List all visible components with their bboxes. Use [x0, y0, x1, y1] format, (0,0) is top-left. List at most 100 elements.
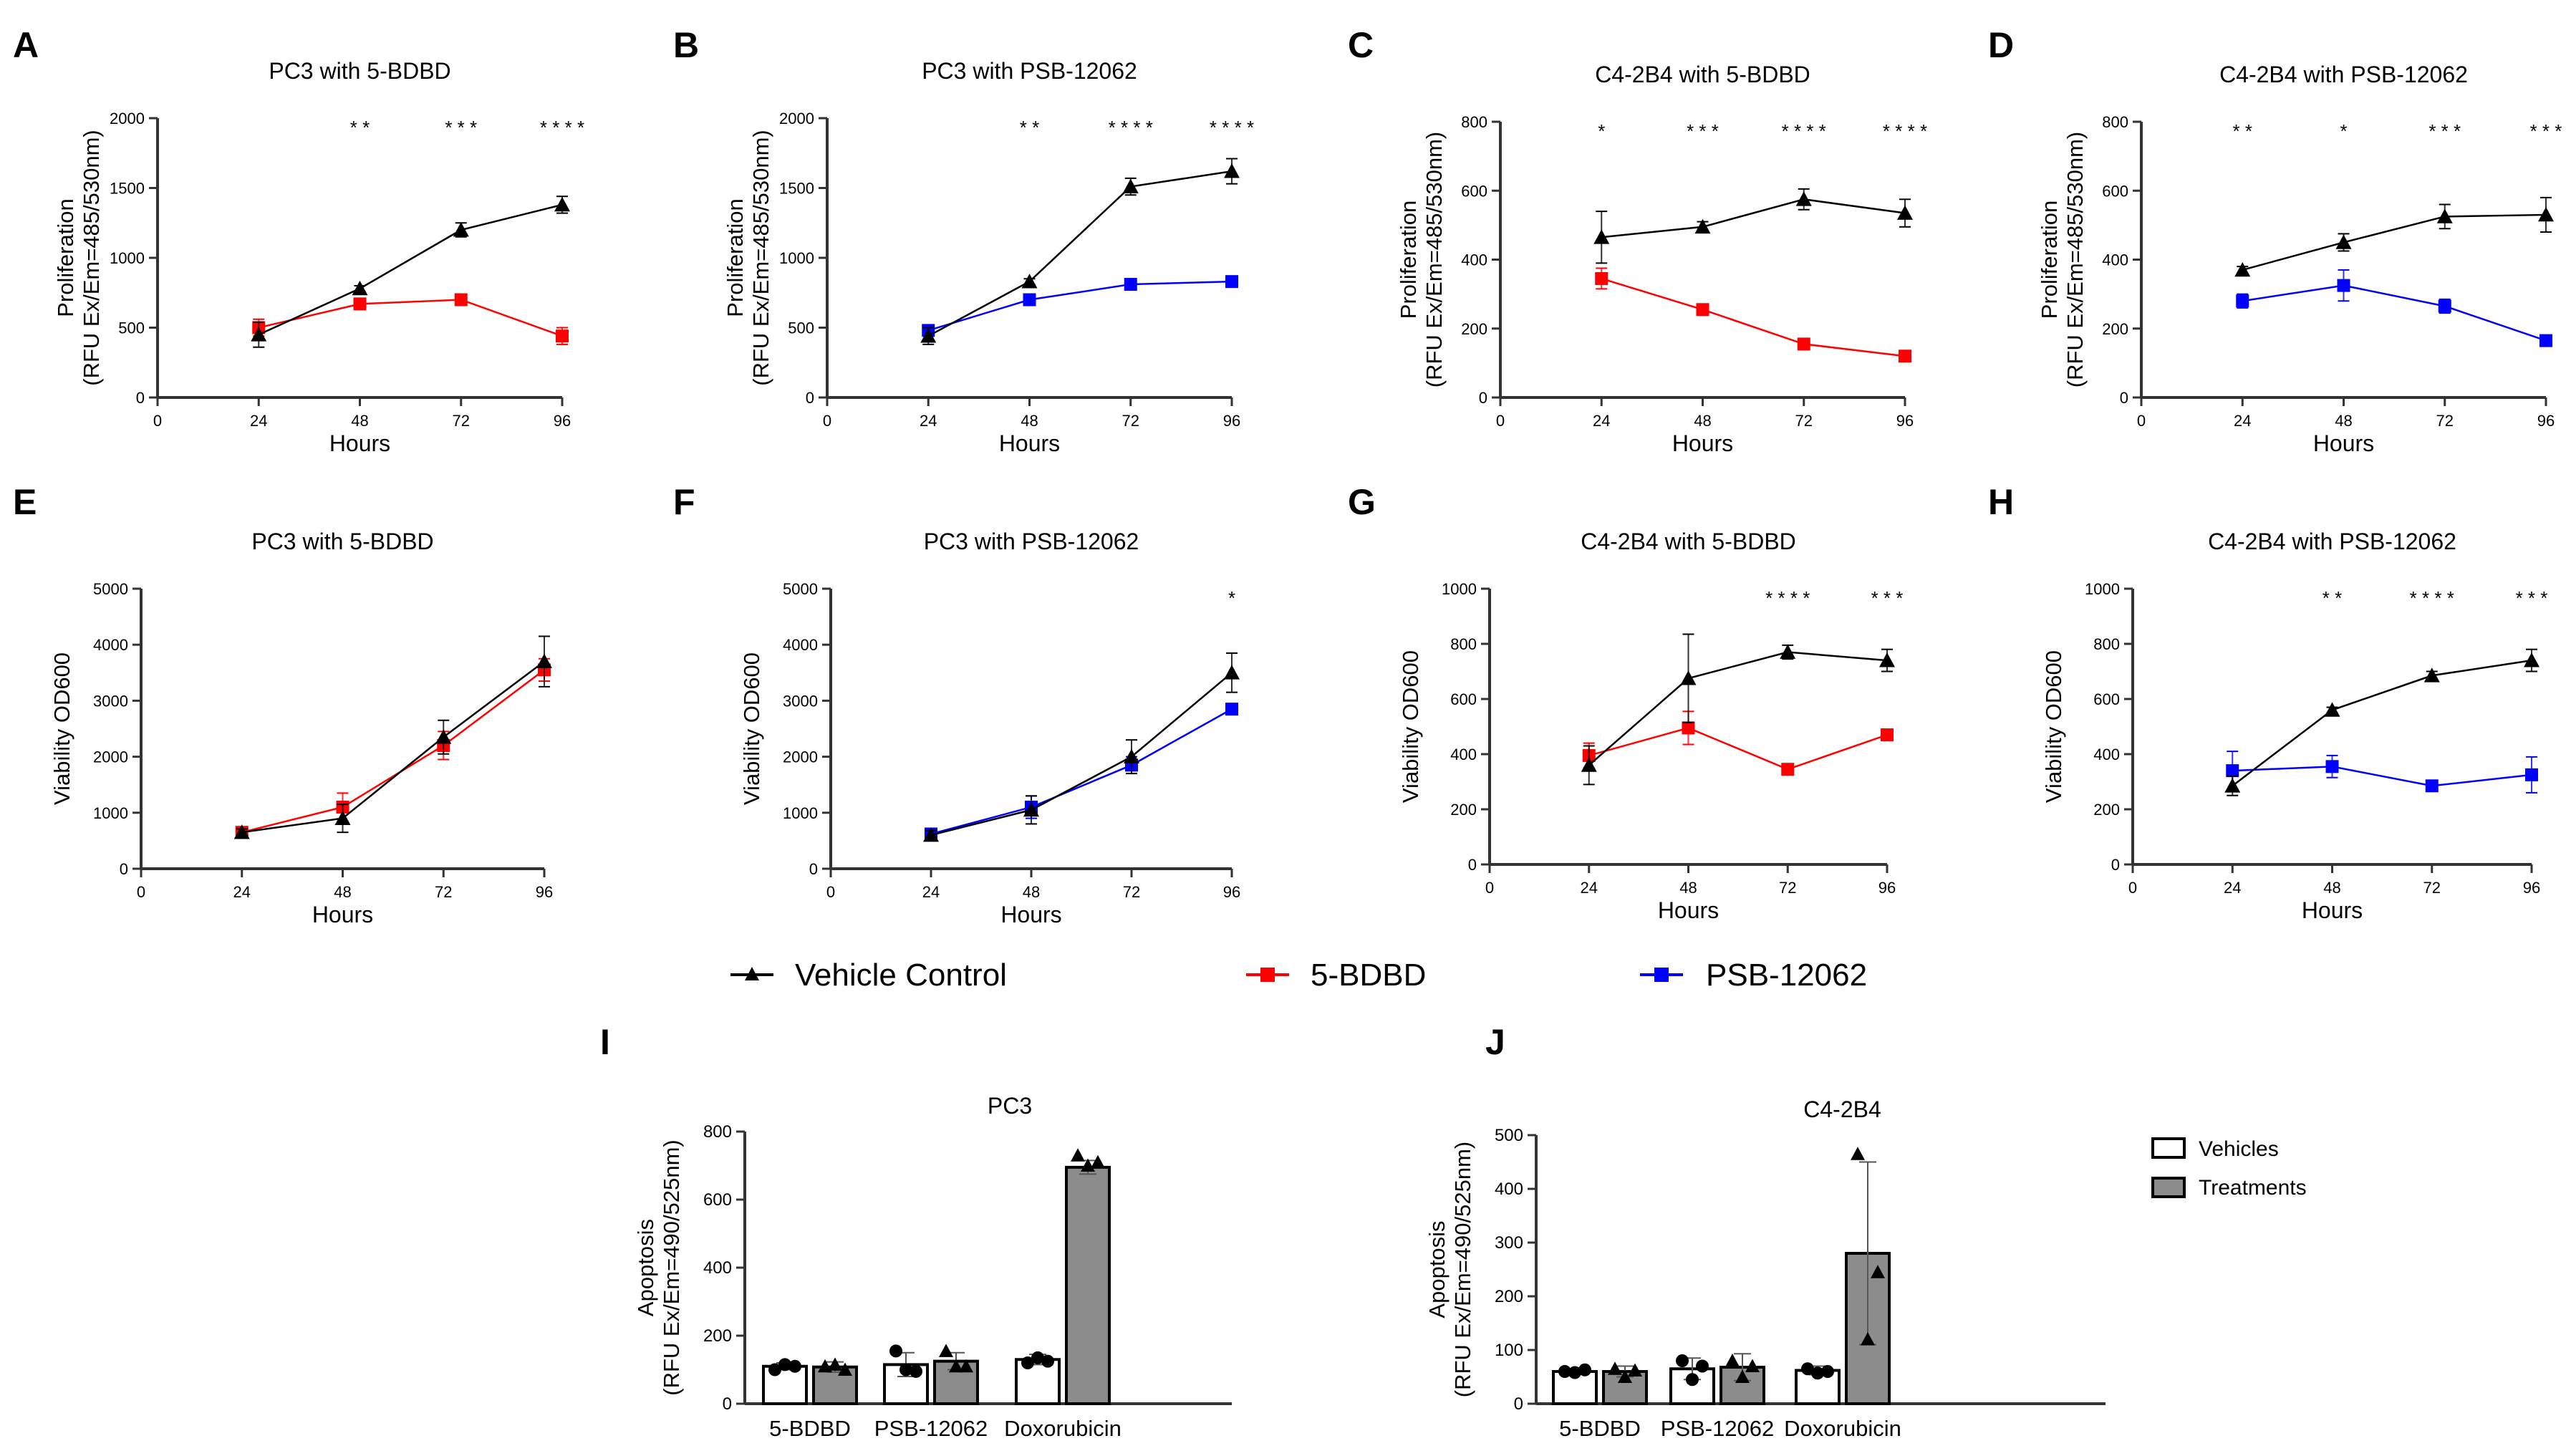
series-line	[2232, 766, 2532, 787]
data-point	[352, 280, 368, 296]
data-point	[1071, 1148, 1085, 1162]
data-point	[959, 1359, 973, 1373]
legend-marker-psb-12062	[1654, 968, 1669, 982]
series-vehicle-control	[923, 652, 1240, 842]
x-tick-label: 72	[1795, 412, 1813, 430]
x-tick-label: 72	[2423, 879, 2441, 897]
category-label: PSB-12062	[1661, 1416, 1775, 1441]
significance-label: * *	[2323, 587, 2342, 609]
x-axis-label: Hours	[1000, 902, 1061, 927]
data-point	[1023, 801, 1039, 817]
data-point	[233, 824, 250, 839]
data-point	[1593, 229, 1610, 244]
y-axis-label: Viability OD600	[2041, 650, 2066, 803]
bar-legend-item-vehicles: Vehicles	[2151, 1137, 2279, 1161]
significance-label: * * * *	[1765, 587, 1810, 609]
y-axis-label: Viability OD600	[49, 652, 74, 805]
bar-group-treatments	[1602, 1361, 1648, 1405]
data-point	[838, 1362, 852, 1376]
bar-group-treatments	[1719, 1353, 1765, 1405]
y-tick-label: 200	[1461, 320, 1487, 338]
panel-a: A PC3 with 5-BDBD 0 500 1000 1500 2000 0 24 48 72 9…	[13, 25, 584, 456]
bar-group-treatments	[1065, 1148, 1111, 1405]
chart-title: PC3	[988, 1093, 1032, 1119]
series-line	[241, 669, 545, 834]
y-tick-label: 500	[788, 319, 814, 337]
panel-letter: D	[1988, 25, 2014, 65]
series-psb-12062	[2236, 269, 2552, 347]
data-point	[1124, 278, 1137, 291]
data-point	[1801, 1362, 1814, 1376]
data-point	[2524, 652, 2540, 667]
data-point	[2337, 279, 2350, 292]
legend-item-vehicle-control: Vehicle Control	[730, 958, 1007, 993]
data-point	[1676, 1354, 1689, 1367]
panel-f: F PC3 with PSB-12062 0 1000 2000 3000 4000 5000…	[673, 482, 1240, 927]
significance-label: * * *	[2516, 587, 2548, 609]
y-tick-label: 0	[806, 389, 814, 407]
x-tick-label: 48	[2323, 879, 2340, 897]
x-axis-label: Hours	[312, 902, 373, 927]
data-point	[1021, 1356, 1034, 1369]
y-tick-label: 0	[809, 860, 818, 878]
y-tick-label: 500	[118, 319, 145, 337]
x-tick-label: 96	[1223, 883, 1240, 901]
data-point	[1568, 1366, 1581, 1379]
x-tick-label: 24	[250, 412, 267, 430]
series-line	[930, 708, 1233, 835]
x-tick-label: 0	[2137, 412, 2146, 430]
series-line	[2232, 659, 2532, 787]
data-point	[828, 1357, 842, 1371]
y-tick-label: 0	[136, 389, 145, 407]
data-point	[1124, 748, 1139, 763]
y-tick-label: 400	[2102, 251, 2128, 269]
significance-label: * * * *	[1210, 117, 1254, 138]
x-tick-label: 72	[2436, 412, 2454, 430]
data-point	[1897, 205, 1913, 220]
data-point	[1899, 349, 1911, 363]
y-tick-label: 800	[2102, 113, 2128, 131]
y-tick-label: 1500	[779, 180, 814, 198]
data-point	[1861, 1332, 1875, 1346]
data-point	[1225, 275, 1238, 289]
x-tick-label: 48	[334, 883, 351, 901]
data-point	[1795, 191, 1812, 206]
x-tick-label: 72	[1122, 412, 1139, 430]
x-tick-label: 24	[920, 412, 937, 430]
series-vehicle-control	[2234, 196, 2554, 277]
y-tick-label: 5000	[783, 580, 818, 598]
x-tick-label: 24	[2234, 412, 2251, 430]
series-vehicle-control	[1593, 188, 1913, 264]
y-axis-label: Apoptosis(RFU Ex/Em=490/525nm)	[633, 1139, 684, 1395]
chart-title: C4-2B4 with PSB-12062	[2208, 529, 2456, 554]
x-tick-label: 0	[2128, 879, 2137, 897]
significance-label: *	[1598, 120, 1605, 142]
data-point	[768, 1363, 781, 1377]
y-tick-label: 5000	[93, 580, 128, 598]
series-vehicle-control	[1581, 633, 1895, 786]
data-point	[1780, 644, 1796, 659]
y-tick-label: 1000	[1442, 580, 1477, 598]
data-point	[1735, 1369, 1750, 1383]
y-tick-label: 200	[2102, 320, 2128, 338]
significance-label: * * * *	[1109, 117, 1153, 138]
x-tick-label: 96	[1896, 412, 1914, 430]
y-axis-label-line: (RFU Ex/Em=490/525nm)	[1450, 1142, 1475, 1397]
legend-item-psb-12062: PSB-12062	[1640, 958, 1867, 993]
data-point	[1725, 1354, 1740, 1367]
significance-label: * * *	[1871, 587, 1904, 609]
series-5-bdbd	[235, 657, 551, 839]
panel-letter: H	[1988, 482, 2014, 522]
y-tick-label: 4000	[783, 636, 818, 654]
y-tick-label: 2000	[93, 748, 128, 766]
x-axis-label: Hours	[1672, 430, 1733, 456]
data-point	[1558, 1365, 1571, 1378]
data-point	[2226, 764, 2239, 778]
x-tick-label: 96	[536, 883, 553, 901]
data-point	[1081, 1158, 1095, 1172]
y-axis-label: Viability OD600	[739, 652, 764, 805]
data-point	[889, 1344, 902, 1358]
series-line	[258, 203, 563, 336]
bar-legend-item-treatments: Treatments	[2151, 1176, 2307, 1200]
panel-g: G C4-2B4 with 5-BDBD 0 200 400 600 800 1000 0 24 4…	[1348, 482, 1903, 923]
